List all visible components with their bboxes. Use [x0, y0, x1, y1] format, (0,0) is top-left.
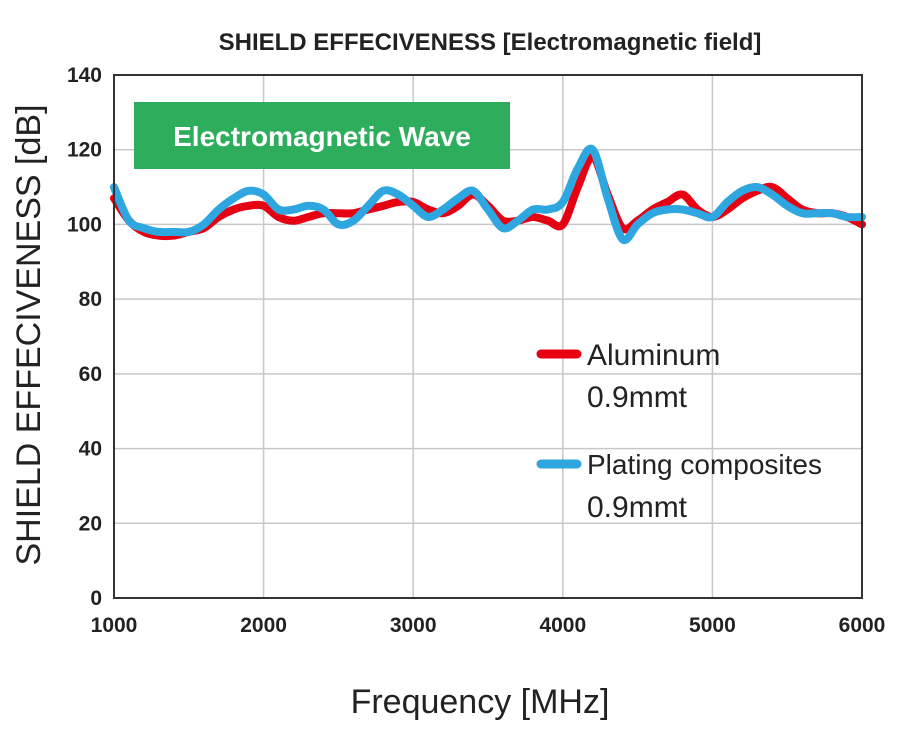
- y-axis-label: SHIELD EFFECIVENESS [dB]: [10, 104, 48, 565]
- y-tick-label: 80: [79, 288, 102, 311]
- legend-label-aluminum: Aluminum: [587, 339, 720, 372]
- legend-item-aluminum: Aluminum 0.9mmt: [536, 339, 720, 414]
- y-tick-label: 0: [90, 587, 102, 610]
- x-axis-label: Frequency [MHz]: [351, 683, 610, 721]
- series-line-plating-composites: [110, 144, 866, 245]
- annotation-badge-text: Electromagnetic Wave: [173, 121, 471, 152]
- legend-label-aluminum-thickness: 0.9mmt: [587, 381, 688, 414]
- x-tick-label: 5000: [689, 614, 736, 637]
- x-tick-label: 2000: [240, 614, 287, 637]
- x-tick-label: 3000: [390, 614, 437, 637]
- legend-label-plating-composites: Plating composites: [587, 449, 822, 480]
- annotation-badge: Electromagnetic Wave: [134, 102, 510, 169]
- chart-title: SHIELD EFFECIVENESS [Electromagnetic fie…: [219, 29, 762, 56]
- legend: Aluminum 0.9mmt Plating composites 0.9mm…: [536, 339, 822, 524]
- y-axis-ticks: 0 20 40 60 80 100 120 140: [67, 64, 102, 610]
- y-tick-label: 40: [79, 438, 102, 461]
- y-tick-label: 60: [79, 363, 102, 386]
- x-axis-ticks: 1000 2000 3000 4000 5000 6000: [91, 614, 886, 637]
- plot-frame: [113, 74, 863, 599]
- series-layer: [110, 144, 866, 245]
- y-tick-label: 20: [79, 512, 102, 535]
- x-tick-label: 6000: [839, 614, 886, 637]
- y-tick-label: 100: [67, 213, 102, 236]
- x-tick-label: 1000: [91, 614, 138, 637]
- y-tick-label: 120: [67, 139, 102, 162]
- annotation-badge-bg: [134, 102, 510, 169]
- x-tick-label: 4000: [539, 614, 586, 637]
- legend-label-plating-composites-thickness: 0.9mmt: [587, 491, 688, 524]
- y-tick-label: 140: [67, 64, 102, 87]
- legend-item-plating-composites: Plating composites 0.9mmt: [536, 449, 822, 524]
